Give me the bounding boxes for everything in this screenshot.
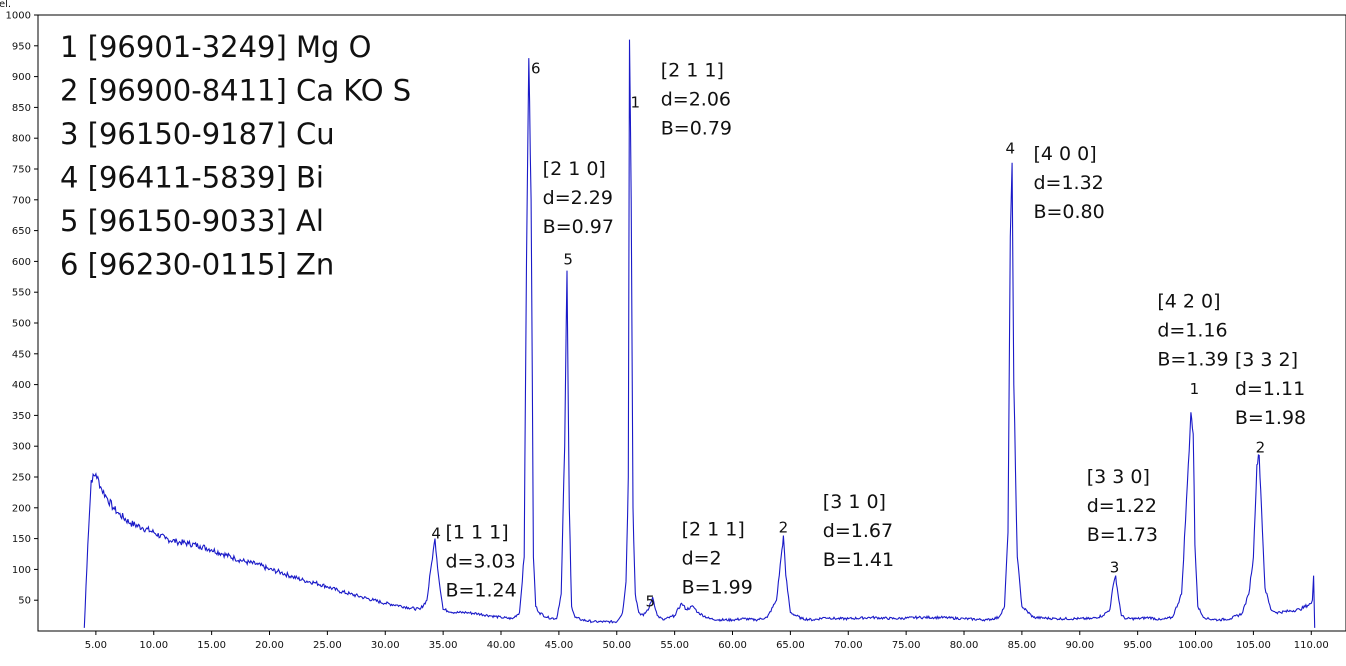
peak-label: 6	[531, 60, 541, 78]
x-tick-label: 80.00	[950, 640, 979, 651]
peak-label: 5	[563, 250, 573, 268]
y-tick-label: 550	[12, 288, 31, 299]
x-tick-label: 85.00	[1008, 640, 1037, 651]
x-tick-label: 25.00	[313, 640, 342, 651]
series-group	[83, 39, 1316, 628]
legend-entry: 3 [96150-9187] Cu	[60, 117, 335, 151]
peak-label: 1	[1190, 380, 1200, 398]
annotation-line: B=0.79	[661, 118, 732, 140]
annotation-line: B=0.97	[543, 216, 614, 238]
x-ticks: 5.00 10.00 15.00 20.00 25.00 30.00 35.00 40.00 4…	[85, 631, 1329, 651]
x-tick-label: 70.00	[834, 640, 863, 651]
peak-label: 2	[779, 518, 789, 536]
annotation-line: [3 3 2]	[1235, 349, 1298, 371]
legend-entry: 2 [96900-8411] Ca KO S	[60, 74, 411, 108]
y-tick-label: 600	[12, 257, 31, 268]
peak-labels: 4 6 5 1 5 2 4 3 1 2	[431, 60, 1265, 611]
x-tick-label: 50.00	[602, 640, 631, 651]
y-axis-label: el.	[0, 0, 11, 10]
x-tick-label: 45.00	[545, 640, 574, 651]
x-tick-label: 30.00	[371, 640, 400, 651]
y-tick-label: 200	[12, 503, 31, 514]
peak-label: 3	[1110, 558, 1120, 576]
annotation-line: B=1.73	[1087, 524, 1158, 546]
annotation-line: B=1.41	[823, 549, 894, 571]
legend-entry: 6 [96230-0115] Zn	[60, 248, 334, 282]
y-tick-label: 100	[12, 565, 31, 576]
x-tick-label: 110.00	[1294, 640, 1329, 651]
y-ticks: 50 100 150 200 250 300 350 400 450 500 550 600 650 70…	[6, 11, 38, 607]
y-tick-label: 1000	[6, 11, 31, 22]
annotation-line: d=2.06	[661, 89, 731, 111]
y-tick-label: 650	[12, 226, 31, 237]
x-tick-label: 75.00	[892, 640, 921, 651]
y-tick-label: 150	[12, 534, 31, 545]
annotation-line: [1 1 1]	[445, 522, 508, 544]
annotation-line: d=1.67	[823, 520, 893, 542]
y-tick-label: 450	[12, 349, 31, 360]
annotation-line: B=1.99	[682, 577, 753, 599]
annotation-line: [2 1 1]	[682, 519, 745, 541]
legend-entry: 1 [96901-3249] Mg O	[60, 30, 372, 64]
peak-label: 1	[631, 93, 641, 111]
y-tick-label: 300	[12, 442, 31, 453]
annotation-line: [2 1 0]	[543, 158, 606, 180]
y-tick-label: 500	[12, 319, 31, 330]
annotation-line: [4 0 0]	[1033, 143, 1096, 165]
legend: 1 [96901-3249] Mg O 2 [96900-8411] Ca KO …	[60, 30, 411, 282]
annotation-line: [2 1 1]	[661, 60, 724, 82]
annotation-line: d=2.29	[543, 187, 613, 209]
legend-entry: 4 [96411-5839] Bi	[60, 161, 324, 195]
annotation-line: B=0.80	[1033, 201, 1104, 223]
x-tick-label: 35.00	[429, 640, 458, 651]
x-tick-label: 100.00	[1178, 640, 1213, 651]
annotation-line: B=1.24	[445, 580, 516, 602]
annotation-line: d=1.32	[1033, 172, 1103, 194]
peak-label: 4	[1006, 140, 1016, 158]
peak-label: 5	[646, 592, 656, 610]
x-tick-label: 5.00	[85, 640, 107, 651]
y-tick-label: 50	[18, 596, 31, 607]
peak-label: 2	[1256, 438, 1266, 456]
peak-label: 4	[431, 525, 441, 543]
y-tick-label: 900	[12, 72, 31, 83]
x-tick-label: 15.00	[197, 640, 226, 651]
y-tick-label: 850	[12, 103, 31, 114]
series-line	[83, 39, 1316, 628]
y-tick-label: 250	[12, 473, 31, 484]
annotation-line: B=1.39	[1157, 349, 1228, 371]
annotation-line: B=1.98	[1235, 407, 1306, 429]
y-tick-label: 950	[12, 41, 31, 52]
x-tick-label: 40.00	[487, 640, 516, 651]
annotation-line: [4 2 0]	[1157, 291, 1220, 313]
annotation-line: d=1.22	[1087, 495, 1157, 517]
x-tick-label: 65.00	[776, 640, 805, 651]
annotation-line: d=1.11	[1235, 378, 1305, 400]
annotation-line: d=1.16	[1157, 320, 1227, 342]
x-tick-label: 60.00	[718, 640, 747, 651]
x-tick-label: 55.00	[660, 640, 689, 651]
annotation-line: [3 1 0]	[823, 491, 886, 513]
annotation-line: d=3.03	[445, 551, 515, 573]
x-tick-label: 10.00	[139, 640, 168, 651]
x-tick-label: 20.00	[255, 640, 284, 651]
y-tick-label: 700	[12, 195, 31, 206]
y-tick-label: 800	[12, 134, 31, 145]
annotation-line: [3 3 0]	[1087, 466, 1150, 488]
y-tick-label: 350	[12, 411, 31, 422]
x-tick-label: 90.00	[1065, 640, 1094, 651]
annotation-line: d=2	[682, 548, 722, 570]
x-tick-label: 95.00	[1123, 640, 1152, 651]
peak-annotations: [1 1 1] d=3.03 B=1.24 [2 1 0] d=2.29 B=0.97 [2…	[445, 60, 1306, 602]
legend-entry: 5 [96150-9033] Al	[60, 204, 324, 238]
x-tick-label: 105.00	[1236, 640, 1271, 651]
y-tick-label: 750	[12, 165, 31, 176]
y-tick-label: 400	[12, 380, 31, 391]
